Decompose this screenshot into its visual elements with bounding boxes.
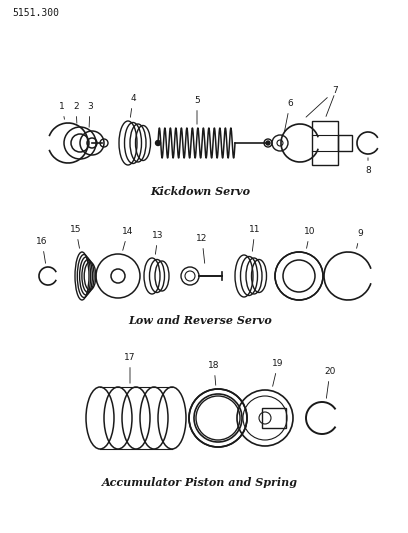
Text: 13: 13 <box>152 231 164 254</box>
Text: 16: 16 <box>36 237 48 263</box>
Text: 11: 11 <box>249 225 261 251</box>
Text: 12: 12 <box>196 234 208 263</box>
Text: 19: 19 <box>272 359 284 386</box>
Circle shape <box>266 141 270 145</box>
Bar <box>312 121 338 165</box>
Bar <box>262 408 286 428</box>
Text: 6: 6 <box>284 99 293 131</box>
Text: 17: 17 <box>124 353 136 383</box>
Text: 10: 10 <box>304 227 316 248</box>
Text: Low and Reverse Servo: Low and Reverse Servo <box>128 315 272 326</box>
Text: 9: 9 <box>357 229 363 248</box>
Text: 18: 18 <box>208 361 220 385</box>
Text: 15: 15 <box>70 225 82 248</box>
Text: Kickdown Servo: Kickdown Servo <box>150 186 250 197</box>
Text: 5151.300: 5151.300 <box>12 8 59 18</box>
Text: 14: 14 <box>122 227 134 251</box>
Text: 5: 5 <box>194 96 200 124</box>
Text: 3: 3 <box>87 102 93 127</box>
Text: 2: 2 <box>73 102 79 123</box>
Circle shape <box>155 141 160 146</box>
Text: 20: 20 <box>324 367 336 398</box>
Text: 8: 8 <box>365 158 371 175</box>
Text: Accumulator Piston and Spring: Accumulator Piston and Spring <box>102 477 298 488</box>
Text: 4: 4 <box>130 94 136 117</box>
Text: 7: 7 <box>306 86 338 117</box>
Text: 1: 1 <box>59 102 65 119</box>
Bar <box>338 135 352 151</box>
